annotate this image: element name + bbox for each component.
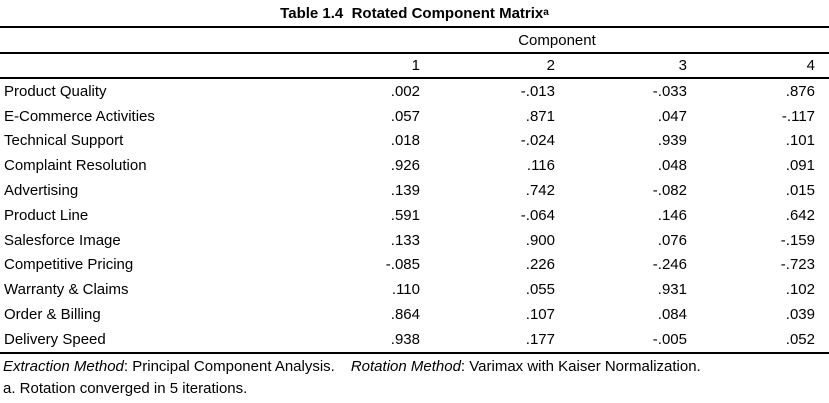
matrix-value-cell: .107: [525, 306, 555, 324]
methods-footer: Extraction Method: Principal Component A…: [0, 356, 829, 378]
matrix-value-cell: -.013: [520, 82, 555, 100]
column-header-1: 1: [411, 57, 420, 74]
matrix-value-cell: .864: [390, 306, 420, 324]
table-row: Competitive Pricing -.085 .226 -.246 -.7…: [0, 253, 829, 278]
matrix-value-cell: .102: [785, 281, 815, 299]
table-title-text: Table 1.4 Rotated Component Matrix: [280, 4, 544, 22]
matrix-value-cell: .015: [785, 182, 815, 200]
matrix-value-cell: -.082: [652, 182, 687, 200]
rotation-method-label: Rotation Method: [350, 358, 461, 376]
bottom-rule: [0, 351, 829, 354]
matrix-value-cell: .055: [525, 281, 555, 299]
column-header-2: 2: [546, 57, 555, 74]
row-label: Warranty & Claims: [4, 281, 129, 299]
footnote-a: a. Rotation converged in 5 iterations.: [0, 378, 829, 400]
table-row: Advertising .139 .742 -.082 .015: [0, 178, 829, 203]
matrix-value-cell: -.033: [652, 82, 687, 100]
spanner-rule: [0, 52, 829, 54]
top-rule: [0, 26, 829, 28]
matrix-value-cell: .057: [390, 107, 420, 125]
matrix-value-cell: .039: [785, 306, 815, 324]
row-label: Product Quality: [4, 82, 107, 100]
matrix-value-cell: .047: [657, 107, 687, 125]
table-row: E-Commerce Activities .057 .871 .047 -.1…: [0, 104, 829, 129]
table-row: Complaint Resolution .926 .116 .048 .091: [0, 153, 829, 178]
row-label: Product Line: [4, 206, 89, 224]
row-label: Technical Support: [4, 132, 124, 150]
matrix-value-cell: .591: [390, 206, 420, 224]
column-header-4: 4: [806, 57, 815, 74]
matrix-value-cell: .052: [785, 330, 815, 348]
row-label: Order & Billing: [4, 306, 101, 324]
column-header-row: 1 2 3 4: [0, 54, 829, 77]
matrix-value-cell: .926: [390, 157, 420, 175]
component-spanner-row: Component: [0, 28, 829, 52]
matrix-value-cell: .931: [657, 281, 687, 299]
matrix-value-cell: .146: [657, 206, 687, 224]
matrix-value-cell: .116: [526, 157, 555, 175]
extraction-method-text: : Principal Component Analysis.: [123, 358, 335, 376]
matrix-value-cell: .939: [657, 132, 687, 150]
table-row: Delivery Speed .938 .177 -.005 .052: [0, 327, 829, 352]
matrix-value-cell: -.085: [385, 256, 420, 274]
table-title: Table 1.4 Rotated Component Matrix a: [280, 4, 549, 22]
matrix-value-cell: .139: [390, 182, 420, 200]
table-row: Order & Billing .864 .107 .084 .039: [0, 302, 829, 327]
matrix-value-cell: .084: [657, 306, 687, 324]
matrix-value-cell: .048: [657, 157, 687, 175]
matrix-value-cell: -.024: [520, 132, 555, 150]
component-spanner-label: Component: [518, 31, 596, 49]
matrix-value-cell: .871: [525, 107, 555, 125]
row-label: E-Commerce Activities: [4, 107, 155, 125]
footnote-a-text: a. Rotation converged in 5 iterations.: [3, 380, 248, 398]
matrix-value-cell: -.159: [780, 231, 815, 249]
row-label: Delivery Speed: [4, 330, 106, 348]
matrix-value-cell: -.723: [780, 256, 815, 274]
matrix-value-cell: -.005: [652, 330, 687, 348]
table-row: Product Quality .002 -.013 -.033 .876: [0, 79, 829, 104]
matrix-value-cell: -.246: [652, 256, 687, 274]
row-label: Competitive Pricing: [4, 256, 134, 274]
matrix-value-cell: .226: [525, 256, 555, 274]
header-rule: [0, 77, 829, 79]
row-label: Complaint Resolution: [4, 157, 147, 175]
matrix-value-cell: .110: [391, 281, 420, 299]
matrix-value-cell: .642: [785, 206, 815, 224]
matrix-value-cell: .101: [785, 132, 815, 150]
matrix-value-cell: .938: [390, 330, 420, 348]
table-row: Technical Support .018 -.024 .939 .101: [0, 129, 829, 154]
extraction-method-label: Extraction Method: [3, 358, 124, 376]
matrix-value-cell: .876: [785, 82, 815, 100]
table-row: Salesforce Image .133 .900 .076 -.159: [0, 228, 829, 253]
matrix-value-cell: .076: [657, 231, 687, 249]
matrix-value-cell: .742: [525, 182, 555, 200]
matrix-value-cell: .177: [525, 330, 555, 348]
matrix-value-cell: .133: [390, 231, 420, 249]
table-body: Product Quality .002 -.013 -.033 .876 E-…: [0, 79, 829, 352]
matrix-value-cell: -.117: [781, 107, 815, 125]
row-label: Advertising: [4, 182, 79, 200]
matrix-value-cell: .002: [390, 82, 420, 100]
matrix-value-cell: .018: [390, 132, 420, 150]
rotation-method-text: : Varimax with Kaiser Normalization.: [460, 358, 701, 376]
column-header-3: 3: [678, 57, 687, 74]
table-row: Warranty & Claims .110 .055 .931 .102: [0, 277, 829, 302]
table-row: Product Line .591 -.064 .146 .642: [0, 203, 829, 228]
row-label: Salesforce Image: [4, 231, 121, 249]
matrix-value-cell: .091: [785, 157, 815, 175]
matrix-value-cell: -.064: [520, 206, 555, 224]
matrix-value-cell: .900: [525, 231, 555, 249]
